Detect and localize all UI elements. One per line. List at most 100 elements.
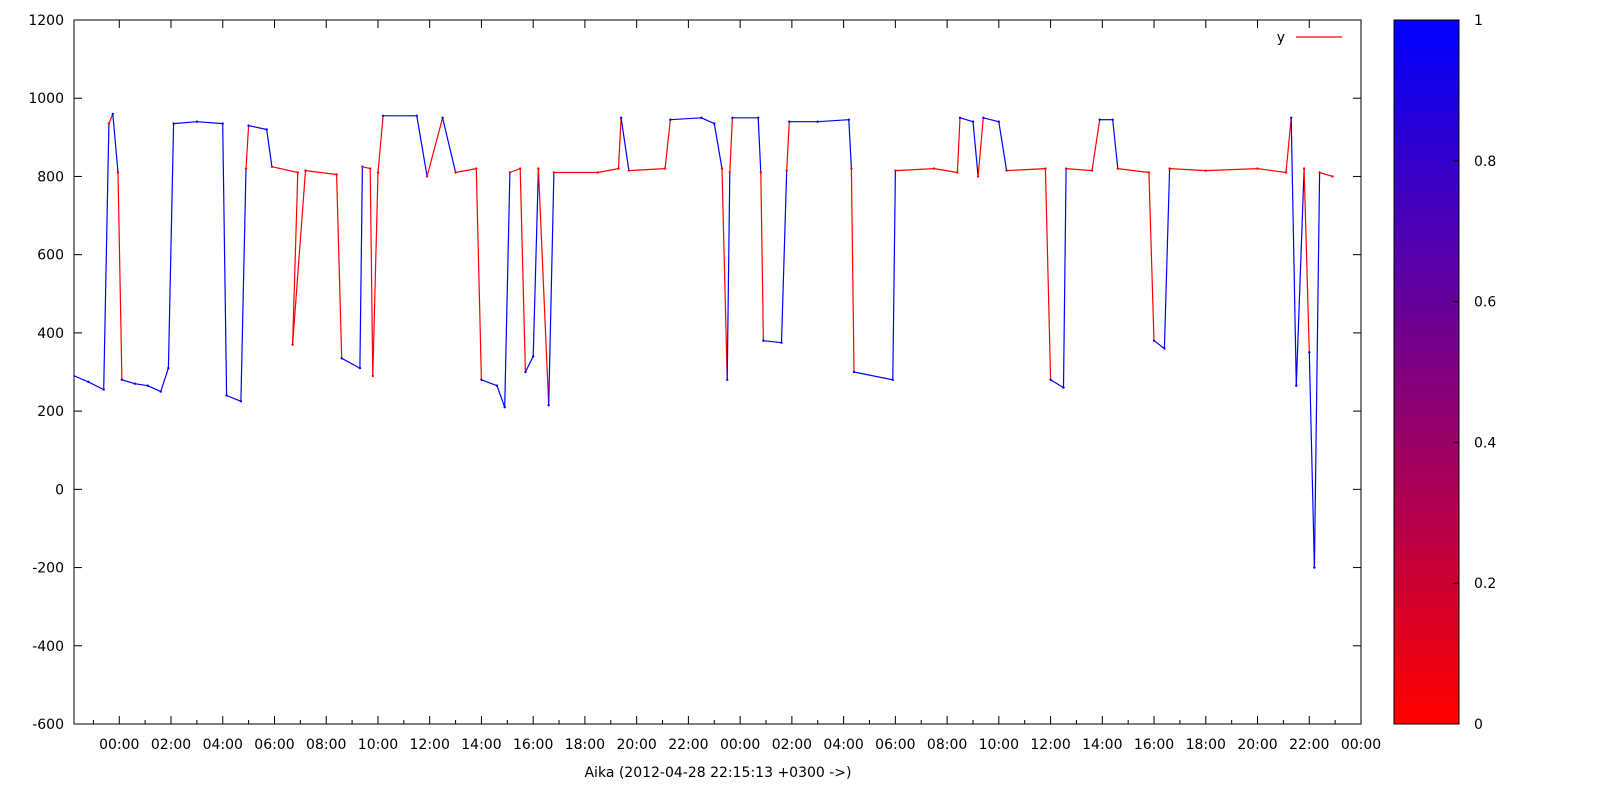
- x-tick-label: 04:00: [823, 737, 863, 753]
- y-axis: 1200 1000 800 600 400 200 0 -200 -400 -600: [28, 13, 1361, 733]
- series-segment: [1285, 117, 1292, 173]
- series-segment: [426, 117, 444, 177]
- series-segment: [103, 123, 110, 390]
- series-segment: [509, 168, 521, 174]
- series-segment: [1050, 379, 1064, 389]
- data-point: [619, 116, 623, 120]
- y-tick-label: -200: [32, 561, 64, 577]
- data-point: [852, 370, 856, 374]
- colorbar: 1 0.8 0.6 0.4 0.2 0: [1393, 13, 1496, 733]
- data-point: [816, 120, 819, 123]
- data-point: [87, 380, 90, 383]
- data-point: [167, 366, 170, 370]
- data-point: [381, 114, 385, 118]
- data-point: [1168, 167, 1171, 170]
- series-segment: [504, 172, 511, 408]
- data-point: [1064, 167, 1068, 170]
- x-tick-label: 10:00: [979, 737, 1019, 753]
- data-point: [537, 167, 540, 170]
- series-segment: [532, 168, 539, 357]
- series-segment: [848, 119, 852, 169]
- data-point: [335, 173, 338, 176]
- x-tick-label: 00:00: [1341, 737, 1381, 753]
- data-point: [376, 171, 380, 174]
- data-point: [1331, 175, 1334, 178]
- series-segment: [664, 119, 671, 169]
- series-segment: [850, 168, 855, 373]
- data-point: [265, 128, 268, 131]
- data-point: [552, 171, 556, 174]
- data-point: [415, 114, 418, 118]
- data-point: [757, 116, 760, 120]
- series-segment: [597, 168, 619, 174]
- data-point: [1163, 347, 1166, 350]
- y-tick-label: 800: [37, 169, 64, 185]
- data-point: [627, 169, 631, 172]
- data-point: [976, 175, 980, 178]
- data-point: [74, 374, 76, 378]
- series-segment: [336, 174, 343, 359]
- y-tick-label: 0: [55, 482, 64, 498]
- series-segment: [786, 121, 790, 171]
- series-segment: [1169, 168, 1206, 172]
- data-point: [1256, 167, 1259, 170]
- series-segment: [377, 115, 384, 173]
- data-point: [244, 167, 248, 170]
- x-tick-label: 00:00: [99, 737, 139, 753]
- data-point: [247, 124, 250, 127]
- colorbar-tick-label: 0.2: [1474, 576, 1496, 592]
- y-tick-label: 400: [37, 326, 64, 342]
- series-segment: [266, 129, 273, 167]
- data-point: [1111, 118, 1114, 121]
- data-point: [1147, 171, 1151, 174]
- data-point: [454, 171, 457, 174]
- data-point: [547, 404, 550, 407]
- series-segment: [1290, 117, 1297, 386]
- series-segment: [519, 168, 526, 373]
- data-point: [425, 175, 429, 178]
- data-point: [519, 167, 522, 170]
- series-segment: [108, 113, 114, 124]
- x-tick-label: 22:00: [668, 737, 708, 753]
- x-tick-label: 18:00: [1186, 737, 1226, 753]
- data-point: [1318, 171, 1321, 174]
- series-segment: [121, 379, 135, 385]
- x-tick-label: 06:00: [875, 737, 915, 753]
- series-segment: [713, 123, 723, 169]
- series-segment: [1066, 168, 1093, 172]
- series-segment: [112, 113, 119, 173]
- data-point: [1302, 167, 1306, 170]
- data-point: [358, 366, 362, 370]
- series-segment: [147, 385, 161, 393]
- series-segment: [1153, 340, 1165, 349]
- data-point: [221, 122, 224, 125]
- data-point: [1116, 167, 1120, 170]
- series-segment: [87, 381, 104, 391]
- series-segment: [117, 172, 123, 380]
- x-tick-label: 02:00: [772, 737, 812, 753]
- data-point: [785, 169, 788, 172]
- series-segment: [173, 121, 197, 125]
- x-tick-label: 12:00: [1030, 737, 1070, 753]
- x-tick-label: 20:00: [616, 737, 656, 753]
- series-segment: [628, 168, 666, 172]
- data-point: [225, 394, 228, 397]
- data-point: [133, 382, 136, 385]
- series-segment: [160, 367, 169, 392]
- x-tick-label: 14:00: [461, 737, 501, 753]
- data-point: [361, 165, 364, 168]
- series-segment: [1062, 168, 1067, 388]
- data-point: [894, 169, 897, 172]
- data-point: [1044, 167, 1047, 170]
- data-point: [503, 406, 506, 409]
- series-segment: [496, 385, 506, 408]
- series-segment: [757, 117, 762, 173]
- series-segment: [892, 170, 896, 380]
- series-segment: [271, 166, 298, 174]
- colorbar-tick-label: 0.6: [1474, 295, 1496, 311]
- series-segment: [292, 172, 299, 345]
- data-point: [270, 165, 274, 168]
- data-point: [1308, 351, 1311, 354]
- series-segment: [416, 115, 428, 177]
- series-segment: [617, 117, 622, 169]
